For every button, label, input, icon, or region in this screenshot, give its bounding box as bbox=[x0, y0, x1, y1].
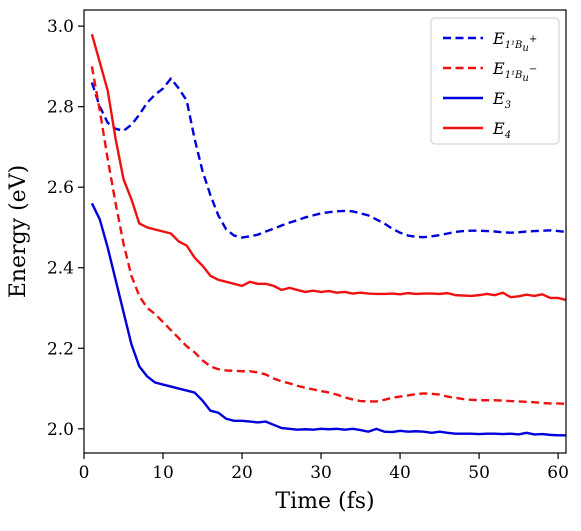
plot-lines bbox=[90, 33, 566, 437]
y-tick-label: 3.0 bbox=[47, 17, 74, 37]
x-tick-label: 20 bbox=[231, 463, 253, 483]
x-tick-label: 60 bbox=[547, 463, 569, 483]
y-tick-label: 2.2 bbox=[47, 339, 74, 359]
legend-label-3: E4 bbox=[492, 119, 511, 141]
x-tick-label: 0 bbox=[79, 463, 90, 483]
legend-label-2: E3 bbox=[492, 89, 511, 111]
x-axis-label: Time (fs) bbox=[275, 489, 374, 514]
plot-frame bbox=[83, 9, 567, 454]
x-tick-label: 30 bbox=[310, 463, 332, 483]
y-axis-ticks: 2.0 2.2 2.4 2.6 2.8 3.0 bbox=[47, 17, 84, 440]
y-tick-label: 2.4 bbox=[47, 259, 74, 279]
legend-label-1: E1¹Bu− bbox=[492, 59, 537, 84]
x-tick-label: 40 bbox=[389, 463, 411, 483]
x-axis-ticks: 0 10 20 30 40 50 60 bbox=[79, 453, 569, 483]
series-line-3 bbox=[90, 33, 566, 302]
series-line-0 bbox=[90, 77, 566, 239]
legend-box bbox=[430, 17, 560, 145]
y-axis-label: Energy (eV) bbox=[6, 165, 31, 298]
y-tick-label: 2.0 bbox=[47, 420, 74, 440]
y-tick-label: 2.6 bbox=[47, 178, 74, 198]
series-line-2 bbox=[90, 202, 566, 437]
series-line-1 bbox=[90, 66, 566, 406]
x-tick-label: 10 bbox=[152, 463, 174, 483]
legend-label-0: E1¹Bu+ bbox=[492, 29, 537, 54]
x-tick-label: 50 bbox=[468, 463, 490, 483]
legend: E1¹Bu+ E1¹Bu− E3 E4 bbox=[430, 17, 560, 145]
y-tick-label: 2.8 bbox=[47, 98, 74, 118]
